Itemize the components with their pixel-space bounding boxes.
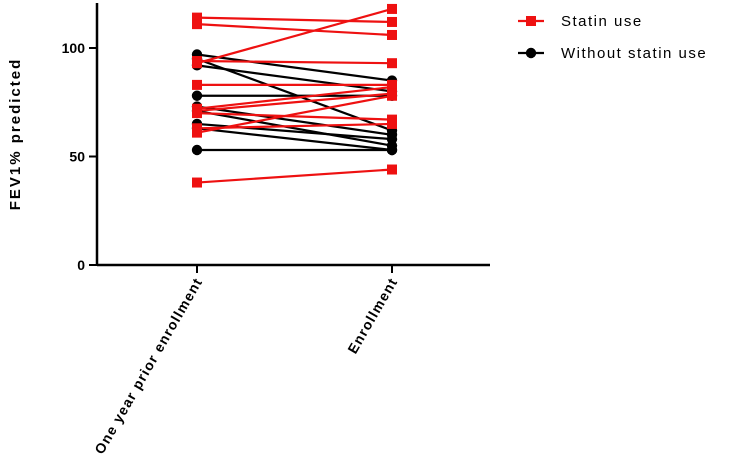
- no-statin-point: [191, 144, 203, 156]
- statin-point: [387, 82, 397, 93]
- statin-point: [192, 19, 202, 30]
- statin-point: [192, 108, 202, 119]
- statin-series-line: [196, 112, 393, 121]
- statin-point: [192, 12, 202, 23]
- no-statin-series-line: [196, 64, 393, 93]
- statin-series-line: [196, 7, 393, 65]
- statin-series-line: [196, 168, 393, 184]
- statin-series-line: [196, 92, 393, 113]
- y-axis-title: FEV1% predicted: [7, 58, 24, 211]
- statin-series-line: [196, 16, 393, 24]
- legend-circle-marker: [525, 47, 537, 59]
- statin-point: [192, 177, 202, 188]
- y-tick-label: 0: [77, 257, 85, 273]
- no-statin-series-line: [196, 53, 393, 82]
- plot-markers: [191, 3, 398, 188]
- statin-point: [387, 58, 397, 69]
- statin-point: [192, 127, 202, 138]
- legend-label: Statin use: [561, 13, 643, 30]
- statin-point: [387, 164, 397, 175]
- statin-point: [387, 90, 397, 101]
- statin-point: [387, 118, 397, 129]
- y-tick-label: 50: [69, 149, 85, 165]
- no-statin-series-line: [196, 127, 393, 152]
- statin-series-line: [196, 94, 393, 134]
- statin-series-line: [196, 85, 393, 110]
- y-tick-label: 100: [62, 40, 86, 56]
- x-tick-label: One year prior enrollment: [91, 275, 205, 457]
- no-statin-point: [191, 90, 203, 101]
- y-axis-ticks: 0 50 100: [62, 40, 97, 273]
- statin-point: [192, 79, 202, 90]
- statin-point: [387, 29, 397, 40]
- x-axis-ticks: One year prior enrollment Enrollment: [91, 265, 401, 457]
- x-tick-label: Enrollment: [344, 275, 400, 357]
- statin-point: [192, 58, 202, 69]
- plot-lines: [196, 7, 393, 184]
- legend-square-marker: [526, 16, 536, 26]
- no-statin-point: [386, 144, 398, 156]
- no-statin-series-line: [196, 105, 393, 136]
- legend: Statin use Without statin use: [518, 13, 707, 62]
- statin-series-line: [196, 23, 393, 37]
- statin-point: [387, 3, 397, 14]
- no-statin-series-line: [196, 109, 393, 147]
- no-statin-point: [386, 133, 398, 145]
- legend-label: Without statin use: [561, 45, 707, 62]
- statin-point: [387, 16, 397, 27]
- statin-series-line: [196, 59, 393, 65]
